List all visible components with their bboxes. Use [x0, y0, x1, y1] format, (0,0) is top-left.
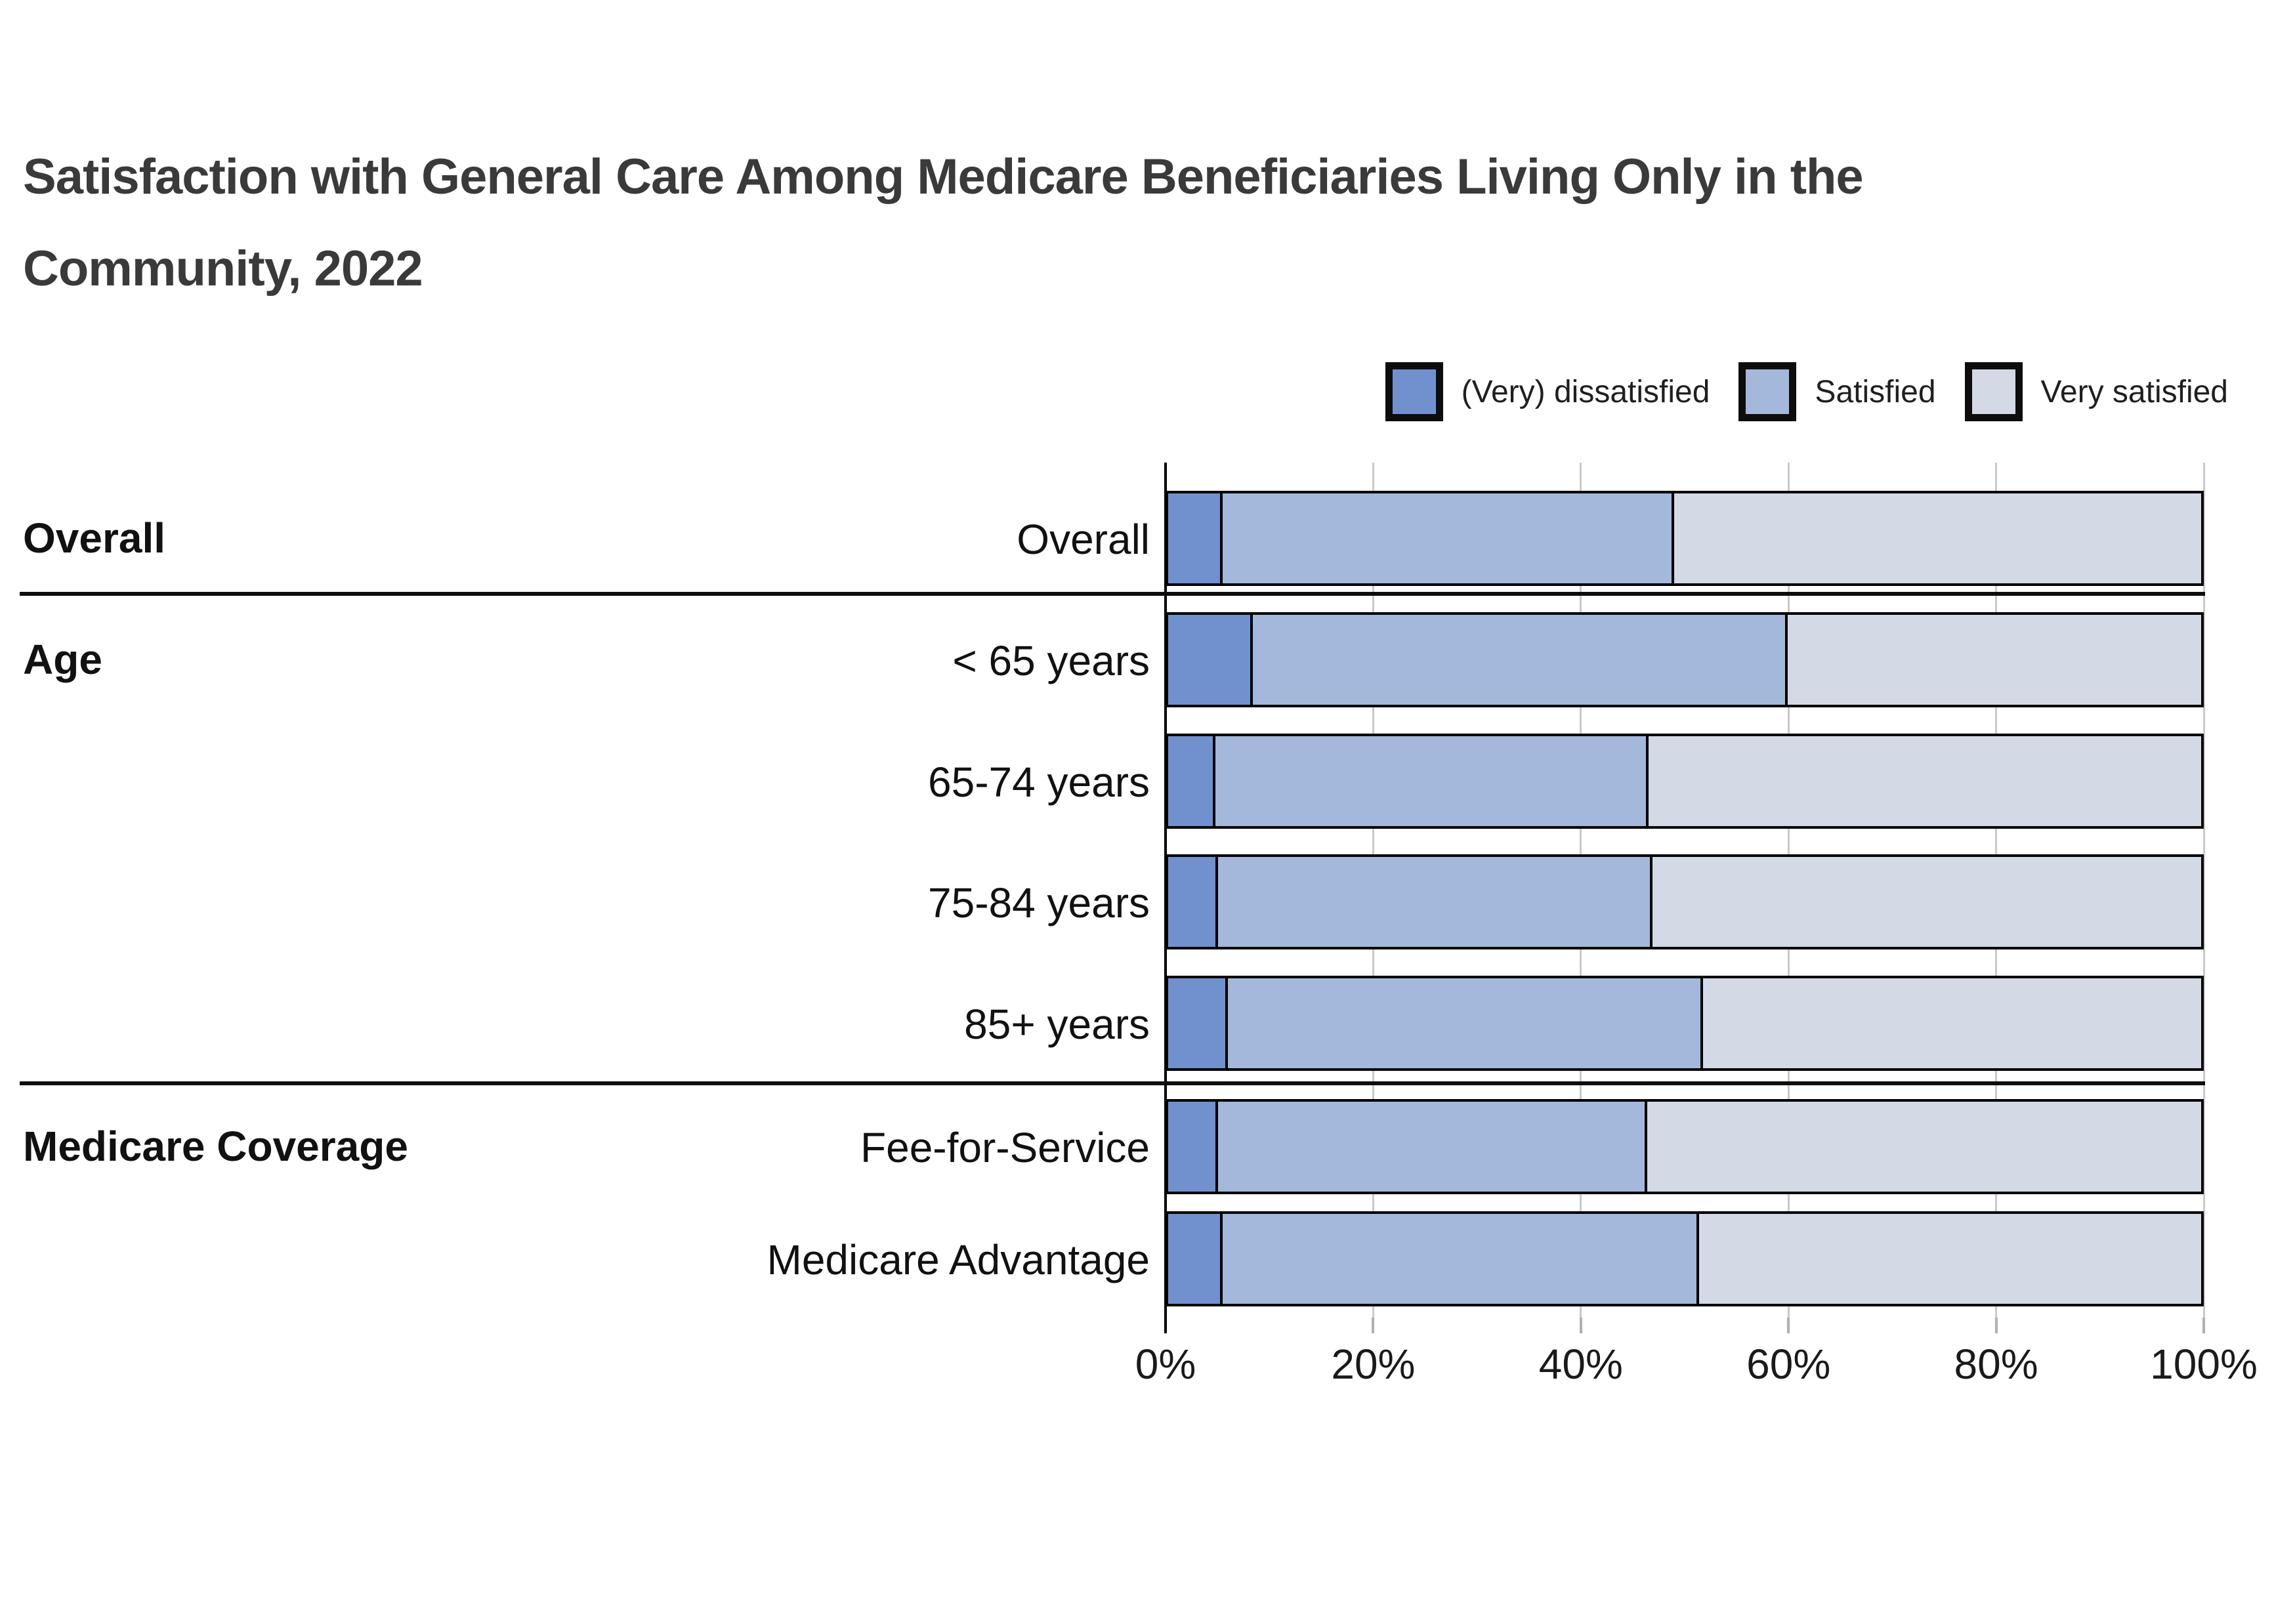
row-label: Fee-for-Service [860, 1123, 1150, 1171]
bar-segment-very-dissatisfied[interactable] [1168, 978, 1229, 1068]
x-axis-label: 60% [1746, 1341, 1831, 1388]
row-label: < 65 years [952, 636, 1150, 684]
legend-label: Very satisfied [2040, 374, 2228, 409]
axis-tick-80 [1994, 1318, 1998, 1333]
bar-segment-satisfied[interactable] [1215, 736, 1649, 826]
legend-label: (Very) dissatisfied [1461, 374, 1710, 409]
bar-segment-very-dissatisfied[interactable] [1168, 1214, 1223, 1304]
legend-swatch-very-satisfied-icon [1964, 362, 2023, 421]
bar-row-3 [1166, 734, 2204, 829]
row-label: Overall [1017, 515, 1150, 563]
legend: (Very) dissatisfied Satisfied Very satis… [1357, 362, 2228, 421]
row-label: Medicare Advantage [767, 1236, 1150, 1283]
bar-segment-satisfied[interactable] [1223, 493, 1675, 583]
bar-segment-very-satisfied[interactable] [1647, 1102, 2201, 1192]
bar-row-4 [1166, 854, 2204, 949]
section-separator-1 [20, 592, 2205, 596]
x-axis-label: 80% [1954, 1341, 2038, 1388]
bar-segment-very-satisfied[interactable] [1699, 1214, 2201, 1304]
bar-row-7 [1166, 1211, 2204, 1306]
bar-segment-very-dissatisfied[interactable] [1168, 1102, 1218, 1192]
bar-segment-very-dissatisfied[interactable] [1168, 615, 1253, 705]
bar-segment-very-satisfied[interactable] [1674, 493, 2201, 583]
row-label: 75-84 years [928, 879, 1150, 927]
chart-title-line2: Community, 2022 [23, 241, 423, 297]
bar-row-5 [1166, 976, 2204, 1071]
bar-row-2 [1166, 612, 2204, 707]
bar-segment-satisfied[interactable] [1217, 857, 1653, 947]
gridline-100 [2202, 463, 2205, 1318]
legend-swatch-satisfied-icon [1738, 362, 1797, 421]
row-label: 85+ years [964, 1000, 1150, 1048]
legend-item-very-satisfied: Very satisfied [1964, 362, 2228, 421]
axis-tick-20 [1372, 1318, 1375, 1333]
section-label: Age [23, 635, 102, 683]
section-label: Overall [23, 514, 166, 562]
bar-segment-very-satisfied[interactable] [1653, 857, 2201, 947]
axis-tick-40 [1579, 1318, 1582, 1333]
bar-segment-very-dissatisfied[interactable] [1168, 736, 1216, 826]
bar-segment-satisfied[interactable] [1223, 1214, 1700, 1304]
x-axis-label: 40% [1538, 1341, 1623, 1388]
section-separator-2 [20, 1081, 2205, 1085]
bar-segment-satisfied[interactable] [1217, 1102, 1648, 1192]
bar-segment-very-satisfied[interactable] [1703, 978, 2201, 1068]
axis-tick-60 [1787, 1318, 1790, 1333]
section-label: Medicare Coverage [23, 1122, 408, 1170]
legend-label: Satisfied [1815, 374, 1936, 409]
bar-segment-satisfied[interactable] [1228, 978, 1704, 1068]
x-axis-label: 0% [1135, 1341, 1196, 1388]
bar-segment-very-satisfied[interactable] [1648, 736, 2201, 826]
row-label: 65-74 years [928, 758, 1150, 806]
bar-segment-satisfied[interactable] [1253, 615, 1788, 705]
bar-row-6 [1166, 1099, 2204, 1194]
legend-item-dissatisfied: (Very) dissatisfied [1385, 362, 1710, 421]
x-axis-label: 100% [2150, 1341, 2258, 1388]
bar-segment-very-dissatisfied[interactable] [1168, 857, 1218, 947]
x-axis-label: 20% [1331, 1341, 1416, 1388]
bar-segment-very-dissatisfied[interactable] [1168, 493, 1223, 583]
legend-swatch-dissatisfied-icon [1385, 362, 1443, 421]
legend-item-satisfied: Satisfied [1738, 362, 1936, 421]
chart-title: Satisfaction with General Care Among Med… [23, 131, 2248, 315]
bar-row-1 [1166, 491, 2204, 586]
bar-segment-very-satisfied[interactable] [1788, 615, 2201, 705]
chart-title-line1: Satisfaction with General Care Among Med… [23, 149, 1864, 205]
axis-tick-100 [2202, 1318, 2205, 1333]
